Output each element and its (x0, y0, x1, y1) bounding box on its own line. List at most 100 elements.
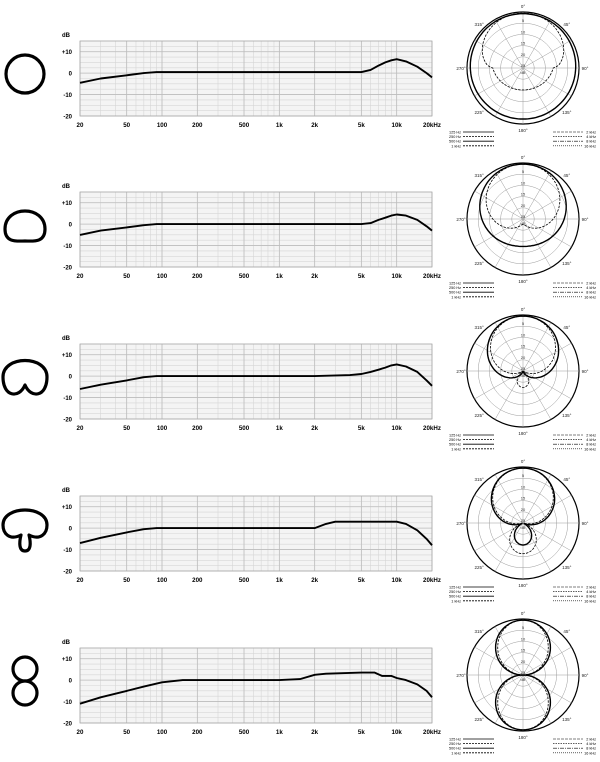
y-axis-unit-label: dB (62, 640, 71, 646)
polar-ring-label: 5 (522, 169, 525, 174)
polar-unit-label: dB (521, 373, 526, 378)
polar-angle-label: 90° (582, 369, 589, 374)
polar-legend-label-right: 4 kHz (586, 135, 596, 139)
polar-unit-label: dB (521, 221, 526, 226)
polar-angle-label: 0° (521, 155, 526, 160)
polar-ring-label: 10 (521, 484, 526, 489)
y-tick-label: -10 (63, 93, 72, 99)
polar-ring-label: 15 (521, 41, 526, 46)
frequency-response-chart: dB +10 0 -10 -20 20 50 100 200 500 1k 2k 5k 10k 20kHz (62, 336, 441, 432)
x-tick-label: 2k (311, 122, 318, 129)
y-axis-unit-label: dB (62, 33, 71, 39)
frequency-response-line (79, 520, 433, 546)
polar-legend-label-right: 4 kHz (586, 590, 596, 594)
x-tick-label: 20 (77, 577, 84, 584)
polar-angle-label: 90° (582, 673, 589, 678)
polar-ring-label: 15 (521, 648, 526, 653)
polar-legend-label-right: 4 kHz (586, 742, 596, 746)
x-tick-label: 2k (311, 729, 318, 736)
polar-legend-label-right: 2 kHz (586, 586, 596, 590)
frequency-response-line (79, 58, 433, 84)
chart-panel-omnidirectional: dB +10 0 -10 -20 20 50 100 200 500 1k 2k 5k 10k 20kHz 0… (4, 4, 596, 148)
x-tick-label: 50 (123, 122, 130, 129)
polar-pattern-curve (492, 467, 554, 555)
polar-legend-label-left: 250 Hz (449, 135, 461, 139)
polar-legend-label-left: 250 Hz (449, 286, 461, 290)
polar-legend-label-right: 2 kHz (586, 434, 596, 438)
y-tick-label: 0 (69, 72, 73, 78)
polar-angle-label: 45° (563, 629, 570, 634)
polar-ring-label: 15 (521, 496, 526, 501)
x-tick-label: 10k (392, 577, 403, 584)
polar-pattern-curve (490, 315, 556, 388)
x-tick-label: 200 (192, 273, 203, 280)
polar-angle-label: 45° (563, 325, 570, 330)
frequency-response-chart: dB +10 0 -10 -20 20 50 100 200 500 1k 2k 5k 10k 20kHz (62, 33, 441, 129)
polar-angle-label: 225° (475, 261, 485, 266)
polar-unit-label: dB (521, 525, 526, 530)
polar-ring-label: 10 (521, 29, 526, 34)
y-tick-label: +10 (62, 657, 73, 663)
x-tick-label: 20kHz (423, 122, 441, 129)
polar-angle-label: 0° (521, 611, 526, 616)
polar-angle-label: 315° (475, 173, 485, 178)
polar-angle-label: 270° (456, 217, 466, 222)
x-tick-label: 2k (311, 425, 318, 432)
y-tick-label: -20 (63, 266, 72, 272)
polar-pattern-curve (469, 13, 577, 120)
polar-ring-label: 20 (521, 52, 526, 57)
x-tick-label: 20 (77, 729, 84, 736)
polar-angle-label: 270° (456, 369, 466, 374)
polar-legend-label-left: 125 Hz (449, 131, 461, 135)
polar-legend-label-left: 125 Hz (449, 282, 461, 286)
polar-ring-label: 25 (521, 670, 526, 675)
x-tick-label: 500 (239, 425, 250, 432)
polar-legend-label-left: 250 Hz (449, 438, 461, 442)
polar-legend-label-right: 4 kHz (586, 286, 596, 290)
y-tick-label: -20 (63, 115, 72, 121)
y-tick-label: 0 (69, 223, 73, 229)
polar-unit-label: dB (521, 70, 526, 75)
polar-ring-label: 10 (521, 332, 526, 337)
y-axis-unit-label: dB (62, 184, 71, 190)
x-tick-label: 100 (157, 577, 168, 584)
y-tick-label: +10 (62, 50, 73, 56)
x-tick-label: 20 (77, 122, 84, 129)
polar-legend-label-left: 125 Hz (449, 434, 461, 438)
y-tick-label: -20 (63, 570, 72, 576)
x-tick-label: 5k (358, 122, 365, 129)
x-tick-label: 1k (276, 729, 283, 736)
cardioid-pattern-icon (1, 358, 49, 396)
polar-angle-label: 315° (475, 325, 485, 330)
polar-legend-label-right: 2 kHz (586, 738, 596, 742)
y-tick-label: +10 (62, 353, 73, 359)
polar-angle-label: 0° (521, 459, 526, 464)
polar-legend-label-left: 500 Hz (449, 140, 461, 144)
polar-angle-label: 180° (518, 279, 528, 284)
y-tick-label: 0 (69, 527, 73, 533)
polar-legend-label-left: 1 kHz (451, 295, 461, 299)
y-tick-label: 0 (69, 679, 73, 685)
polar-angle-label: 315° (475, 629, 485, 634)
polar-pattern-curve (497, 619, 549, 731)
x-tick-label: 10k (392, 425, 403, 432)
polar-angle-label: 135° (562, 413, 572, 418)
polar-unit-label: dB (521, 677, 526, 682)
polar-angle-label: 270° (456, 66, 466, 71)
wide-cardioid-pattern-icon (3, 209, 47, 243)
x-tick-label: 10k (392, 729, 403, 736)
polar-ring-label: 20 (521, 203, 526, 208)
polar-legend-label-left: 250 Hz (449, 590, 461, 594)
chart-panel-figure-8: dB +10 0 -10 -20 20 50 100 200 500 1k 2k 5k 10k 20kHz 0… (11, 611, 596, 755)
polar-ring-label: 25 (521, 518, 526, 523)
polar-legend-label-right: 8 kHz (586, 291, 596, 295)
polar-legend-label-right: 16 kHz (584, 751, 596, 755)
x-tick-label: 20kHz (423, 273, 441, 280)
polar-angle-label: 270° (456, 673, 466, 678)
polar-legend-label-right: 2 kHz (586, 282, 596, 286)
x-tick-label: 5k (358, 577, 365, 584)
y-tick-label: -20 (63, 722, 72, 728)
polar-angle-label: 135° (562, 110, 572, 115)
polar-legend-label-left: 500 Hz (449, 443, 461, 447)
polar-legend-label-right: 16 kHz (584, 295, 596, 299)
